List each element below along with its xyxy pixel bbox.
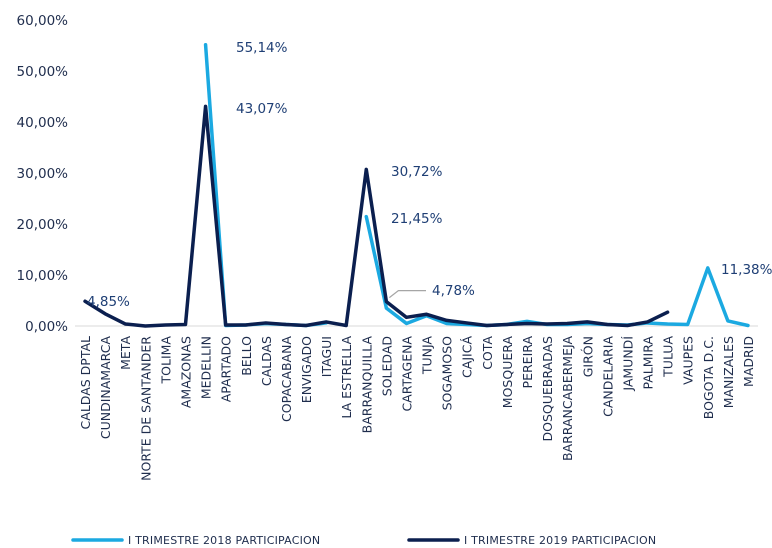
x-tick-label: MADRID bbox=[741, 336, 756, 387]
series-segment bbox=[364, 214, 750, 328]
x-tick-label: COPACABANA bbox=[279, 336, 294, 422]
x-tick-label: PALMIRA bbox=[641, 336, 656, 390]
series-2-line bbox=[83, 104, 670, 328]
x-tick-label: TULUA bbox=[661, 336, 676, 378]
legend-label: I TRIMESTRE 2018 PARTICIPACION bbox=[128, 534, 320, 547]
x-tick-label: CANDELARIA bbox=[600, 336, 615, 417]
data-label: 4,85% bbox=[87, 294, 130, 310]
x-tick-label: BARRANQUILLA bbox=[359, 336, 374, 434]
y-tick-label: 10,00% bbox=[17, 268, 69, 284]
x-tick-label: TOLIMA bbox=[158, 336, 173, 385]
x-tick-label: DOSQUEBRADAS bbox=[540, 336, 555, 442]
x-tick-label: CUNDINAMARCA bbox=[98, 336, 113, 440]
data-label: 11,38% bbox=[721, 262, 772, 278]
x-tick-label: BOGOTA D.C. bbox=[701, 336, 716, 419]
x-tick-label: AMAZONAS bbox=[178, 336, 193, 408]
x-tick-label: MOSQUERA bbox=[500, 336, 515, 409]
legend: I TRIMESTRE 2018 PARTICIPACION I TRIMESTR… bbox=[71, 534, 656, 547]
y-tick-label: 60,00% bbox=[17, 13, 69, 29]
data-label: 21,45% bbox=[391, 211, 443, 227]
data-label: 30,72% bbox=[391, 164, 443, 180]
y-tick-label: 40,00% bbox=[17, 115, 69, 131]
series-segment bbox=[203, 43, 328, 328]
x-tick-label: TUNJA bbox=[420, 336, 435, 376]
y-tick-label: 50,00% bbox=[17, 64, 69, 80]
legend-label: I TRIMESTRE 2019 PARTICIPACION bbox=[464, 534, 656, 547]
x-tick-label: JAMUNDÍ bbox=[620, 336, 635, 392]
x-tick-label: CAJICÁ bbox=[460, 336, 475, 378]
x-tick-label: CALDAS bbox=[259, 336, 274, 386]
x-tick-label: CARTAGENA bbox=[399, 336, 414, 412]
y-axis: 0,00% 10,00% 20,00% 30,00% 40,00% 50,00% 60,00… bbox=[17, 13, 69, 335]
x-tick-label: MEDELLIN bbox=[199, 336, 214, 399]
data-label-leader-line bbox=[388, 290, 426, 299]
x-tick-label: LA ESTRELLA bbox=[339, 336, 354, 419]
y-tick-label: 30,00% bbox=[17, 166, 69, 182]
series-1-line bbox=[203, 43, 750, 328]
x-tick-label: BELLO bbox=[239, 336, 254, 376]
x-tick-label: SOGAMOSO bbox=[440, 336, 455, 411]
x-axis: CALDAS DPTAL CUNDINAMARCA META NORTE DE SAN… bbox=[75, 325, 758, 481]
data-labels: 4,85% 55,14% 43,07% 30,72% 21,45% 4,78% 11,38% bbox=[87, 40, 772, 310]
series-lines bbox=[83, 43, 750, 328]
x-tick-label: VAUPES bbox=[681, 336, 696, 385]
data-label: 4,78% bbox=[432, 283, 475, 299]
x-tick-label: ITAGUI bbox=[319, 336, 334, 377]
x-tick-label: COTA bbox=[480, 336, 495, 370]
series-segment bbox=[83, 104, 670, 328]
x-tick-label: CALDAS DPTAL bbox=[78, 336, 93, 429]
y-tick-label: 0,00% bbox=[25, 319, 68, 335]
x-tick-label: APARTADO bbox=[219, 336, 234, 402]
y-tick-label: 20,00% bbox=[17, 217, 69, 233]
data-label: 43,07% bbox=[236, 101, 288, 117]
x-tick-label: GIRÓN bbox=[580, 336, 595, 377]
x-tick-label: NORTE DE SANTANDER bbox=[138, 336, 153, 481]
x-tick-label: META bbox=[118, 336, 133, 370]
x-tick-label: ENVIGADO bbox=[299, 336, 314, 403]
legend-item: I TRIMESTRE 2019 PARTICIPACION bbox=[407, 534, 656, 547]
x-tick-label: MANIZALES bbox=[721, 336, 736, 408]
x-tick-label: BARRANCABERMEJA bbox=[560, 336, 575, 461]
data-label: 55,14% bbox=[236, 40, 288, 56]
legend-item: I TRIMESTRE 2018 PARTICIPACION bbox=[71, 534, 320, 547]
x-tick-label: SOLEDAD bbox=[379, 336, 394, 396]
x-tick-label: PEREIRA bbox=[520, 336, 535, 389]
